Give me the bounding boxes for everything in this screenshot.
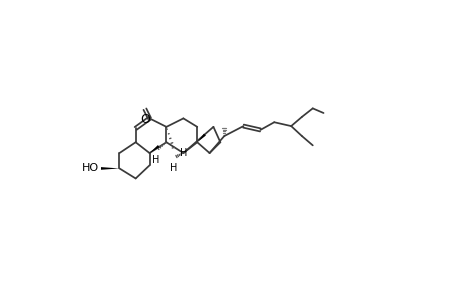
Text: HO: HO: [82, 164, 99, 173]
Polygon shape: [101, 167, 119, 170]
Text: O: O: [140, 113, 150, 126]
Polygon shape: [197, 134, 206, 142]
Text: H: H: [151, 155, 159, 165]
Text: H: H: [180, 148, 187, 158]
Polygon shape: [149, 145, 159, 153]
Text: H: H: [170, 163, 178, 173]
